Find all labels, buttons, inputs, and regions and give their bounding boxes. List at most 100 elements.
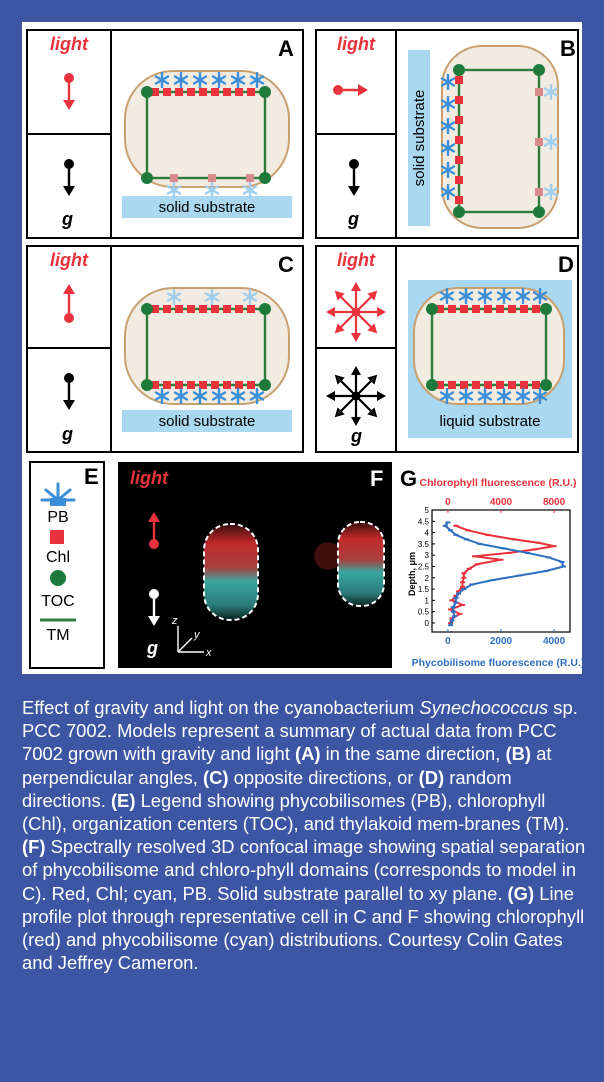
gravity-arrow-down — [348, 159, 360, 196]
y-tick-label: 0.5 — [418, 608, 430, 617]
faint-cell — [314, 542, 342, 570]
panel-c-light-label: light — [50, 250, 89, 270]
light-arrowhead — [351, 282, 361, 291]
cell-image — [338, 522, 384, 606]
light-arrow-right — [333, 84, 368, 96]
top-axis-label: Chlorophyll fluorescence (R.U.) — [420, 477, 577, 489]
caption-text: Legend showing phycobilisomes (PB), chlo… — [22, 789, 570, 835]
caption-species: Synechococcus — [419, 697, 549, 718]
light-arrowhead — [334, 290, 345, 301]
gravity-arrow-down — [63, 159, 75, 196]
panel-a-light-label: light — [50, 34, 89, 54]
series-line — [448, 524, 555, 624]
y-tick-label: 2.5 — [418, 562, 430, 571]
axis-x-label: x — [205, 647, 212, 659]
caption-text: in the same direction, — [320, 743, 506, 765]
legend-toc: TOC — [41, 593, 74, 610]
panel-a-g-label: g — [61, 209, 73, 229]
panel-c: light g C solid substrate — [26, 245, 304, 453]
figure-caption: Effect of gravity and light on the cyano… — [22, 696, 592, 974]
caption-ref-d: (D) — [418, 766, 445, 788]
panel-b-letter: B — [560, 36, 576, 61]
legend-chl: Chl — [46, 549, 70, 566]
light-arrows-random — [326, 282, 386, 342]
substrate-box — [122, 410, 292, 432]
cell-model — [124, 70, 290, 198]
caption-ref-c: (C) — [202, 766, 229, 788]
gravity-arrows-random — [326, 366, 386, 426]
y-axis-label: Depth, μm — [407, 552, 417, 596]
profile-chart: 0 0.5 1 1.5 2 2.5 3 3.5 4 4.5 5 0 4000 8000 0 2000 4000 — [418, 497, 566, 647]
panel-b-substrate: solid substrate — [411, 90, 428, 187]
pb-icon — [40, 482, 76, 506]
caption-text: Line profile plot through representative… — [22, 882, 585, 974]
substrate-box — [408, 50, 430, 226]
panel-g-profile: G Chlorophyll fluorescence (R.U.) Phycob… — [400, 466, 584, 669]
caption-text: Effect of gravity and light on the cyano… — [22, 697, 420, 718]
y-tick-label: 1 — [425, 596, 430, 605]
gravity-arrow-down — [63, 373, 75, 410]
y-tick-label: 4.5 — [418, 517, 430, 526]
caption-ref-g: (G) — [507, 882, 535, 904]
bottom-tick-label: 2000 — [490, 636, 513, 647]
cell-model — [124, 287, 290, 405]
y-tick-label: 1.5 — [418, 585, 430, 594]
gravity-arrowhead — [334, 374, 345, 385]
light-arrowhead — [367, 290, 378, 301]
cell-model — [413, 287, 565, 405]
light-arrow-down — [63, 73, 75, 110]
y-tick-label: 0 — [425, 619, 430, 628]
light-arrowhead — [351, 333, 361, 342]
panel-b-g-label: g — [347, 209, 359, 229]
panel-b: light g B solid substrate — [315, 29, 579, 239]
legend-tm: TM — [46, 627, 69, 644]
cell-outline — [337, 521, 385, 607]
y-tick-label: 3 — [425, 551, 430, 560]
caption-ref-e: (E) — [110, 789, 136, 811]
axis-y-label: y — [193, 629, 201, 641]
panel-d: light g D liquid substrate — [315, 245, 579, 453]
caption-ref-b: (B) — [505, 743, 532, 765]
gravity-center — [351, 391, 361, 401]
panel-c-letter: C — [278, 252, 294, 277]
gravity-arrowhead — [377, 391, 386, 401]
bottom-tick-label: 4000 — [543, 636, 566, 647]
y-tick-label: 5 — [425, 506, 430, 515]
panel-d-substrate: liquid substrate — [440, 413, 541, 430]
panel-g-letter: G — [400, 466, 417, 491]
panel-a-substrate: solid substrate — [159, 199, 256, 216]
light-arrowhead — [367, 323, 378, 334]
top-tick-label: 8000 — [543, 497, 566, 508]
panel-c-g-label: g — [61, 424, 73, 444]
light-arrowhead — [377, 307, 386, 317]
caption-text: Spectrally resolved 3D confocal image sh… — [22, 836, 586, 904]
y-tick-label: 2 — [425, 574, 430, 583]
panel-b-light-label: light — [337, 34, 376, 54]
y-tick-label: 3.5 — [418, 540, 430, 549]
panel-e-legend: E PB Chl TOC TM — [29, 461, 105, 669]
light-arrowhead — [334, 323, 345, 334]
panel-c-substrate: solid substrate — [159, 413, 256, 430]
gravity-arrowhead — [334, 407, 345, 418]
caption-ref-f: (F) — [22, 836, 46, 858]
top-tick-label: 4000 — [490, 497, 513, 508]
top-tick-label: 0 — [445, 497, 451, 508]
panel-a: light g A solid substrate — [26, 29, 304, 239]
caption-text: at perpendicular angles, — [22, 743, 552, 788]
panel-d-g-label: g — [350, 426, 362, 446]
gravity-arrow-down — [148, 589, 160, 626]
light-center — [351, 307, 361, 317]
light-arrow-up — [148, 512, 160, 549]
toc-icon — [50, 570, 66, 586]
light-arrow-up — [63, 284, 75, 323]
gravity-arrowhead — [367, 374, 378, 385]
substrate-box — [122, 196, 292, 218]
light-arrowhead — [326, 307, 335, 317]
legend-pb: PB — [47, 509, 68, 526]
gravity-arrowhead — [351, 417, 361, 426]
cell-model — [440, 45, 559, 229]
gravity-arrowhead — [367, 407, 378, 418]
panel-f-confocal: light F g z y x — [118, 462, 392, 668]
cell-image — [204, 524, 258, 620]
panel-f-letter: F — [370, 466, 383, 491]
